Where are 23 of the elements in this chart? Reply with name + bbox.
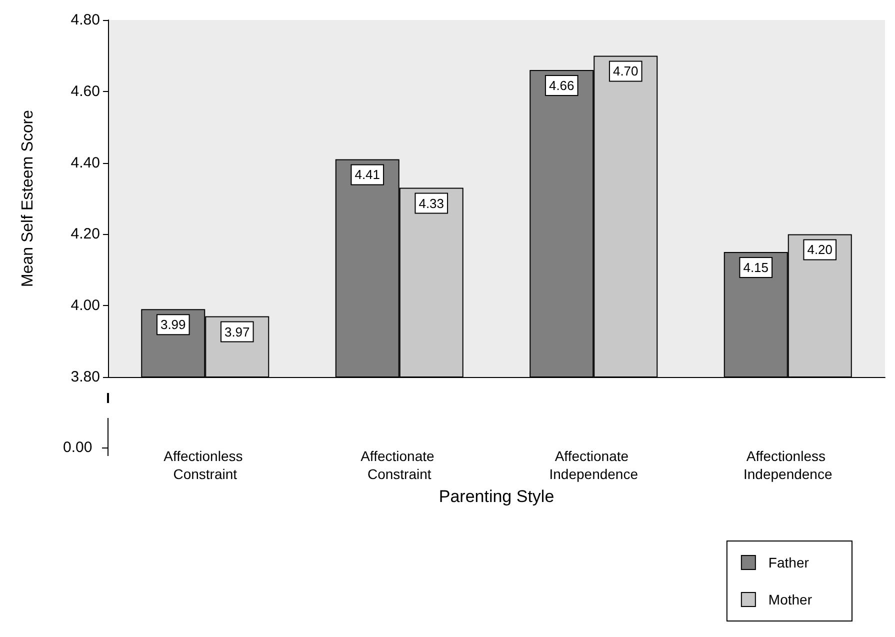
y-tick-label: 3.80 [70, 368, 100, 386]
x-tick-label: Affectionless Constraint [164, 448, 247, 482]
y-tick-label: 4.60 [70, 82, 100, 100]
y-axis-title: Mean Self Esteem Score [20, 110, 36, 287]
data-label: 4.41 [354, 167, 380, 182]
y-tick-label: 4.80 [70, 12, 100, 28]
data-label: 4.33 [418, 196, 444, 211]
y-tick-label: 4.20 [70, 226, 100, 243]
text: 0.00 [63, 439, 92, 456]
data-label: 4.20 [807, 242, 833, 258]
x-tick-label: Affectionate Constraint [360, 448, 438, 482]
data-label: 4.66 [548, 78, 574, 93]
data-label: 4.15 [743, 260, 769, 276]
legend-label: Mother [768, 592, 812, 608]
data-label: 3.99 [160, 317, 186, 332]
x-tick-label: Affectionate Independence [549, 448, 638, 482]
legend-label: Father [768, 554, 810, 570]
x-axis-title: Parenting Style [438, 486, 554, 506]
y-tick-label: 4.00 [70, 297, 100, 314]
y-tick-label: 4.40 [70, 154, 100, 172]
x-tick-label: Affectionless Independence [743, 448, 832, 482]
data-label: 4.70 [612, 64, 638, 79]
data-label: 3.97 [224, 324, 250, 340]
